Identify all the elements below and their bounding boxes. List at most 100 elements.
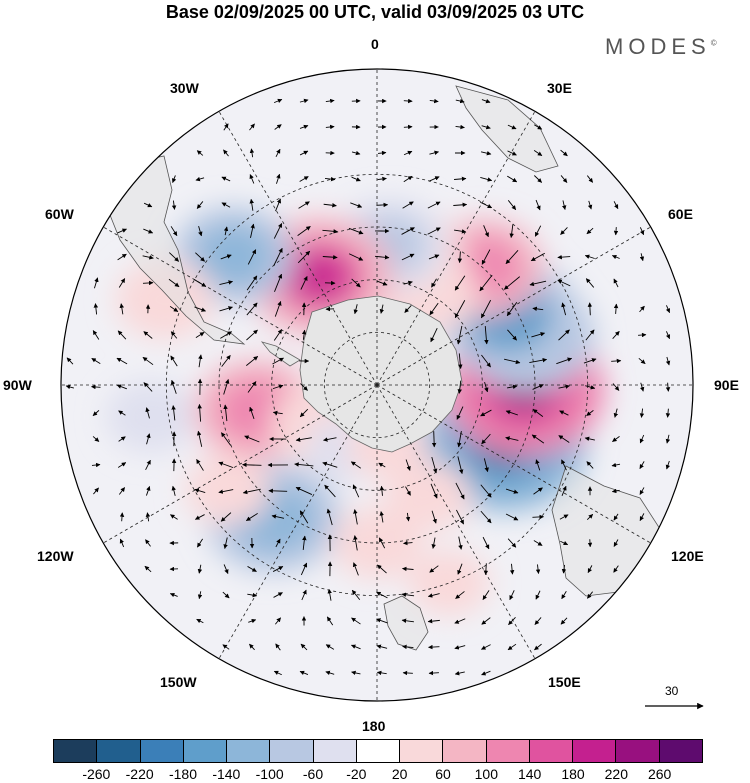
- wind-vector: [455, 124, 465, 130]
- wind-vector: [118, 436, 126, 442]
- south-america: [107, 155, 246, 345]
- wind-vector: [431, 431, 437, 448]
- wind-vector: [246, 302, 258, 316]
- wind-vector: [351, 617, 361, 625]
- wind-vector: [377, 176, 387, 182]
- wind-vector: [453, 229, 467, 234]
- wind-vector: [457, 251, 463, 264]
- wind-vector: [194, 488, 206, 494]
- wind-vector: [428, 670, 439, 676]
- wind-vector: [247, 592, 258, 598]
- wind-vector: [119, 512, 125, 522]
- wind-vector: [480, 484, 492, 498]
- colorbar-tick-label: 180: [561, 766, 585, 782]
- wind-vector: [401, 253, 415, 261]
- wind-vector: [298, 201, 310, 209]
- wind-vector: [481, 98, 491, 104]
- wind-vector: [481, 354, 491, 368]
- wind-vector: [428, 176, 440, 182]
- wind-vector: [455, 482, 465, 500]
- wind-vector: [613, 565, 619, 573]
- wind-vector: [665, 460, 671, 470]
- wind-vector: [429, 565, 439, 573]
- wind-vector: [638, 332, 647, 338]
- wind-vector: [583, 358, 597, 364]
- wind-vector: [196, 459, 204, 471]
- wind-vector: [585, 385, 596, 390]
- wind-vector: [560, 227, 568, 235]
- wind-vector: [93, 303, 99, 315]
- colorbar-tick-label: -220: [125, 766, 154, 782]
- reference-vector-label: 30: [665, 684, 679, 698]
- wind-vector: [143, 202, 153, 208]
- meridian-line: [103, 226, 378, 386]
- wind-vector: [323, 437, 337, 442]
- wind-vector: [403, 150, 413, 156]
- wind-vector: [428, 254, 440, 260]
- wind-vector: [218, 461, 234, 469]
- anomaly-blob: [105, 380, 197, 454]
- wind-vector: [560, 175, 568, 183]
- colorbar-tick-label: 260: [647, 766, 672, 782]
- wind-vector: [218, 489, 234, 494]
- wind-vector: [586, 175, 594, 183]
- wind-vector: [197, 591, 203, 600]
- wind-vector: [169, 306, 179, 312]
- wind-vector: [275, 538, 281, 548]
- wind-vector: [322, 254, 338, 260]
- wind-vector: [611, 358, 622, 364]
- wind-vector: [351, 278, 361, 288]
- africa-southern-tip: [455, 85, 559, 173]
- wind-vector: [223, 379, 230, 395]
- wind-vector: [665, 434, 671, 444]
- wind-vector: [529, 357, 548, 364]
- wind-vector: [222, 644, 230, 650]
- wind-vector: [118, 487, 126, 495]
- wind-vector: [403, 280, 413, 286]
- colorbar-swatch: [227, 739, 271, 763]
- wind-vector: [378, 537, 386, 549]
- wind-vector: [352, 562, 359, 576]
- wind-vector: [348, 227, 364, 235]
- wind-vector: [323, 203, 337, 208]
- wind-vector: [561, 485, 567, 496]
- wind-vector: [145, 512, 151, 522]
- wind-vector: [639, 513, 645, 522]
- colorbar-tick-label: 220: [604, 766, 629, 782]
- wind-vector: [377, 564, 387, 574]
- meridian-line: [218, 384, 378, 659]
- colorbar-swatch: [270, 739, 314, 763]
- wind-vector: [530, 252, 546, 262]
- wind-vector: [559, 410, 569, 416]
- wind-vector: [92, 410, 100, 416]
- wind-vector: [378, 462, 386, 468]
- lon-label-30w: 30W: [170, 80, 199, 96]
- wind-vector: [171, 405, 176, 421]
- colorbar-swatch: [443, 739, 487, 763]
- wind-vector: [534, 617, 542, 625]
- wind-vector: [483, 458, 489, 473]
- wind-vector: [535, 459, 541, 471]
- wind-vector: [534, 225, 542, 237]
- wind-vector: [584, 254, 595, 259]
- wind-vector: [507, 150, 517, 156]
- wind-vector: [246, 329, 258, 341]
- wind-vector: [509, 563, 515, 575]
- wind-vector: [145, 407, 150, 419]
- wind-vector: [532, 384, 544, 390]
- wind-vector: [533, 150, 543, 156]
- wind-vector: [533, 540, 543, 546]
- wind-vector: [556, 357, 573, 365]
- wind-vector: [268, 488, 288, 494]
- wind-vector: [613, 539, 619, 547]
- wind-vector: [245, 513, 258, 521]
- wind-vector: [613, 278, 619, 288]
- wind-vector: [195, 252, 205, 262]
- antarctica-landmass: [260, 295, 463, 453]
- lon-label-30e: 30E: [547, 80, 572, 96]
- wind-vector: [326, 508, 333, 526]
- wind-vector: [119, 303, 125, 315]
- wind-vector: [274, 124, 282, 130]
- wind-vector: [559, 514, 569, 520]
